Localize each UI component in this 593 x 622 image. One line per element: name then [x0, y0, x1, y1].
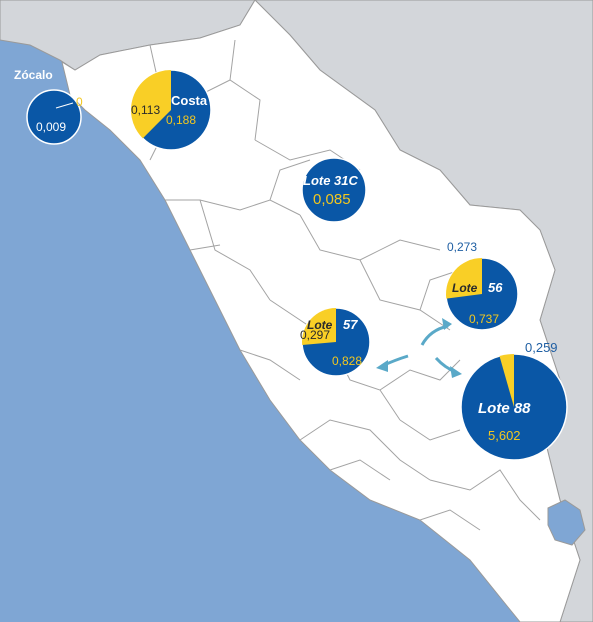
lote57-yellow-value: 0,297 [300, 328, 330, 342]
zocalo-leader-line [55, 102, 74, 109]
lote88-name: Lote 88 [478, 400, 531, 417]
lote31c-name: Lote 31C [303, 173, 359, 188]
costa-yellow-value: 0,113 [131, 103, 160, 117]
arrow-head-3 [450, 366, 462, 378]
costa-name: Costa [171, 93, 208, 108]
lote57-name-part2: 57 [343, 317, 358, 332]
arrow-head-2 [376, 360, 388, 372]
lote88-pie-yellow-slice [499, 354, 514, 407]
pie-lote-31c [301, 157, 367, 223]
lote57-pie-yellow-slice [302, 308, 336, 345]
pie-zocalo [26, 89, 82, 145]
zocalo-yellow-value: 0 [76, 95, 83, 109]
lote88-blue-value: 5,602 [488, 428, 521, 443]
lote56-pie-yellow-slice [446, 258, 482, 299]
lake-titicaca [547, 499, 586, 546]
pie-lote-88 [460, 353, 568, 461]
lote88-yellow-value: 0,259 [525, 340, 558, 355]
zocalo-blue-value: 0,009 [36, 120, 66, 134]
lote31c-pie-blue-slice [301, 157, 367, 223]
lote57-blue-value: 0,828 [332, 354, 362, 368]
zocalo-name: Zócalo [14, 68, 53, 82]
pie-lote-56 [445, 257, 519, 331]
lote31c-blue-value: 0,085 [313, 191, 351, 208]
lote56-name-part1: Lote [452, 281, 478, 295]
lote56-blue-value: 0,737 [469, 312, 499, 326]
arrow-head-1 [442, 318, 452, 330]
lote56-name-part2: 56 [488, 280, 503, 295]
pipeline-arrows [376, 318, 462, 378]
pie-lote-57 [301, 307, 371, 377]
lote57-name-part1: Lote [307, 318, 333, 332]
lote56-yellow-value: 0,273 [447, 240, 477, 254]
zocalo-pie-blue-slice [26, 89, 82, 145]
costa-pie-yellow-slice [131, 70, 171, 139]
costa-blue-value: 0,188 [166, 113, 196, 127]
pie-costa [130, 69, 212, 151]
